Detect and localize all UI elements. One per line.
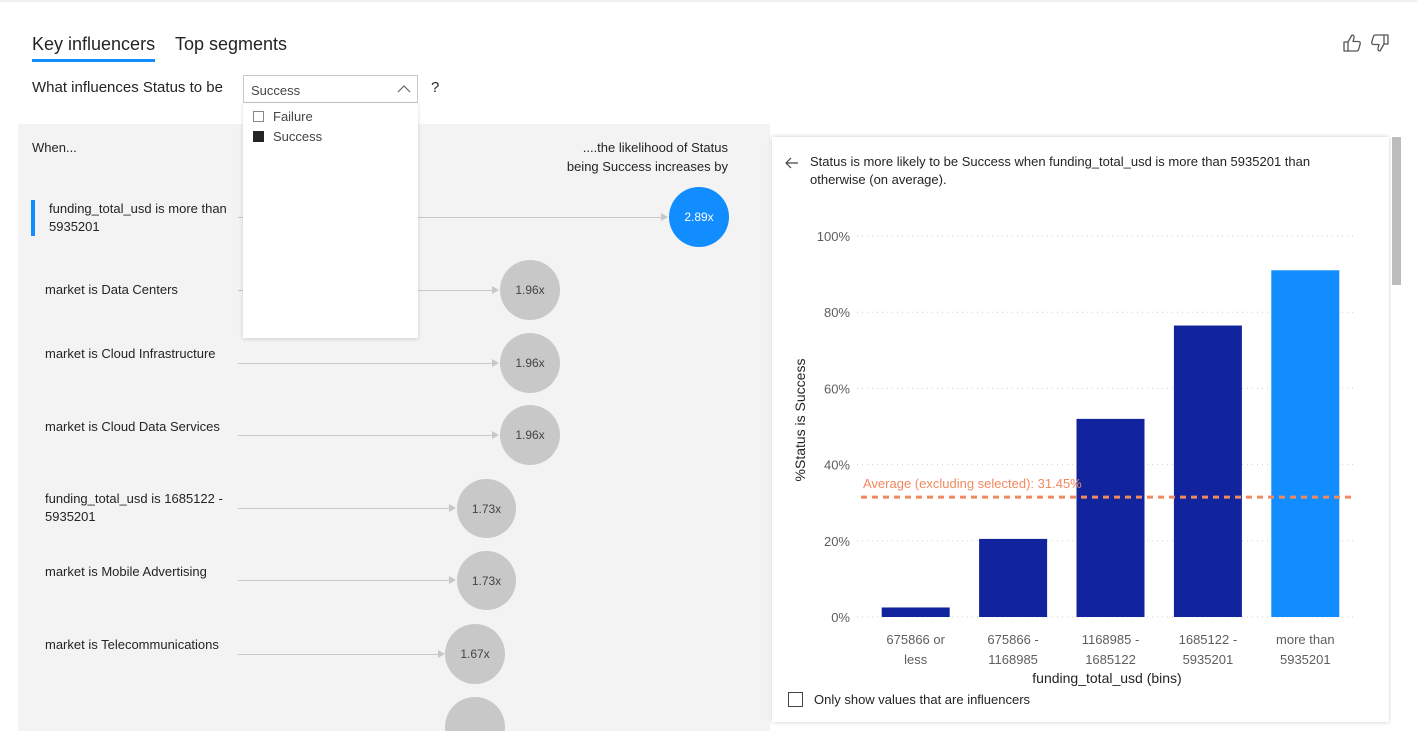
checkbox-checked-icon[interactable]: [253, 131, 264, 142]
bar[interactable]: [1271, 270, 1340, 617]
dropdown-selected-value: Success: [251, 83, 301, 98]
connector-line: [238, 217, 663, 218]
x-tick-label: more than: [1276, 632, 1335, 647]
bin-bar-chart: 0% 20% 40% 60% 80% 100% Average (excluding se…: [792, 229, 1354, 686]
only-influencers-label: Only show values that are influencers: [814, 692, 1031, 707]
chart-y-ticks: 0% 20% 40% 60% 80% 100%: [817, 229, 851, 625]
connector-arrow-icon: [661, 213, 668, 221]
tab-top-segments[interactable]: Top segments: [175, 34, 288, 54]
connector-line: [238, 580, 451, 581]
influencer-row-label[interactable]: funding_total_usd is 1685122 - 5935201: [45, 491, 223, 524]
connector-line: [238, 654, 440, 655]
influence-bubble[interactable]: 1.96x: [500, 260, 560, 320]
top-border: [0, 0, 1417, 2]
x-tick-label: 1168985 -: [1082, 632, 1140, 647]
influencer-row-label[interactable]: market is Cloud Infrastructure: [45, 346, 216, 361]
connector-arrow-icon: [449, 576, 456, 584]
likelihood-header: ....the likelihood of Status being Succe…: [566, 140, 728, 174]
question-suffix: ?: [431, 79, 440, 96]
influencer-row-label[interactable]: market is Data Centers: [45, 282, 178, 297]
average-label: Average (excluding selected): 31.45%: [863, 476, 1082, 491]
scrollbar-thumb[interactable]: [1392, 137, 1401, 285]
influencer-row-label[interactable]: funding_total_usd is more than 5935201: [31, 200, 229, 236]
detail-title: Status is more likely to be Success when…: [810, 154, 1311, 187]
x-tick-label: 5935201: [1183, 652, 1234, 667]
influence-bubble-partial[interactable]: [445, 697, 505, 731]
influencer-row-label[interactable]: market is Cloud Data Services: [45, 419, 220, 434]
connector-arrow-icon: [492, 286, 499, 294]
influence-bubble[interactable]: 2.89x: [669, 187, 729, 247]
scrollbar-track[interactable]: [1391, 137, 1401, 722]
connector-line: [238, 435, 493, 436]
influence-bubble[interactable]: 1.96x: [500, 333, 560, 393]
connector-line: [238, 508, 451, 509]
chevron-up-icon[interactable]: [397, 82, 411, 96]
y-tick-label: 20%: [824, 534, 850, 549]
status-dropdown[interactable]: Success: [243, 75, 418, 103]
chart-average-line: Average (excluding selected): 31.45%: [861, 476, 1354, 499]
chart-bars: [881, 270, 1340, 617]
x-tick-label: 675866 -: [987, 632, 1038, 647]
connector-arrow-icon: [492, 431, 499, 439]
thumbs-down-icon[interactable]: [1369, 32, 1391, 54]
when-label: When...: [32, 140, 77, 155]
y-tick-label: 80%: [824, 305, 850, 320]
bar[interactable]: [1076, 418, 1145, 617]
influence-bubble[interactable]: 1.73x: [457, 479, 516, 538]
influencer-row-label[interactable]: market is Telecommunications: [45, 637, 219, 652]
x-tick-label: less: [904, 652, 928, 667]
connector-arrow-icon: [449, 504, 456, 512]
influencer-row-label[interactable]: market is Mobile Advertising: [45, 564, 207, 579]
back-arrow-icon[interactable]: [784, 155, 800, 171]
checkbox-icon[interactable]: [253, 111, 264, 122]
y-tick-label: 0%: [831, 610, 850, 625]
bar[interactable]: [881, 607, 950, 617]
chart-x-ticks: 675866 or less 675866 - 1168985 1168985 - 168…: [886, 632, 1334, 667]
connector-arrow-icon: [492, 359, 499, 367]
bar[interactable]: [1173, 325, 1242, 617]
x-tick-label: 1685122 -: [1179, 632, 1238, 647]
connector-arrow-icon: [438, 650, 445, 658]
y-tick-label: 60%: [824, 381, 850, 396]
option-label: Failure: [273, 109, 313, 124]
influence-bubble[interactable]: 1.67x: [445, 624, 505, 684]
question-prefix: What influences Status to be: [32, 79, 223, 96]
dropdown-option-success[interactable]: Success: [253, 129, 322, 144]
x-axis-label: funding_total_usd (bins): [1032, 670, 1181, 686]
detail-panel: Status is more likely to be Success when…: [772, 137, 1389, 722]
connector-line: [238, 363, 493, 364]
only-influencers-checkbox[interactable]: [788, 692, 803, 707]
thumbs-up-icon[interactable]: [1341, 32, 1363, 54]
dropdown-option-failure[interactable]: Failure: [253, 109, 313, 124]
y-axis-label: %Status is Success: [792, 359, 808, 482]
y-tick-label: 40%: [824, 458, 850, 473]
option-label: Success: [273, 129, 323, 144]
x-tick-label: 1168985: [988, 652, 1038, 667]
tab-key-influencers[interactable]: Key influencers: [32, 34, 156, 62]
influence-bubble[interactable]: 1.96x: [500, 405, 560, 465]
x-tick-label: 675866 or: [886, 632, 945, 647]
influence-bubble[interactable]: 1.73x: [457, 551, 516, 610]
y-tick-label: 100%: [817, 229, 851, 244]
x-tick-label: 5935201: [1280, 652, 1331, 667]
bar[interactable]: [979, 538, 1048, 617]
x-tick-label: 1685122: [1085, 652, 1136, 667]
dropdown-list: Failure Success: [243, 103, 418, 338]
